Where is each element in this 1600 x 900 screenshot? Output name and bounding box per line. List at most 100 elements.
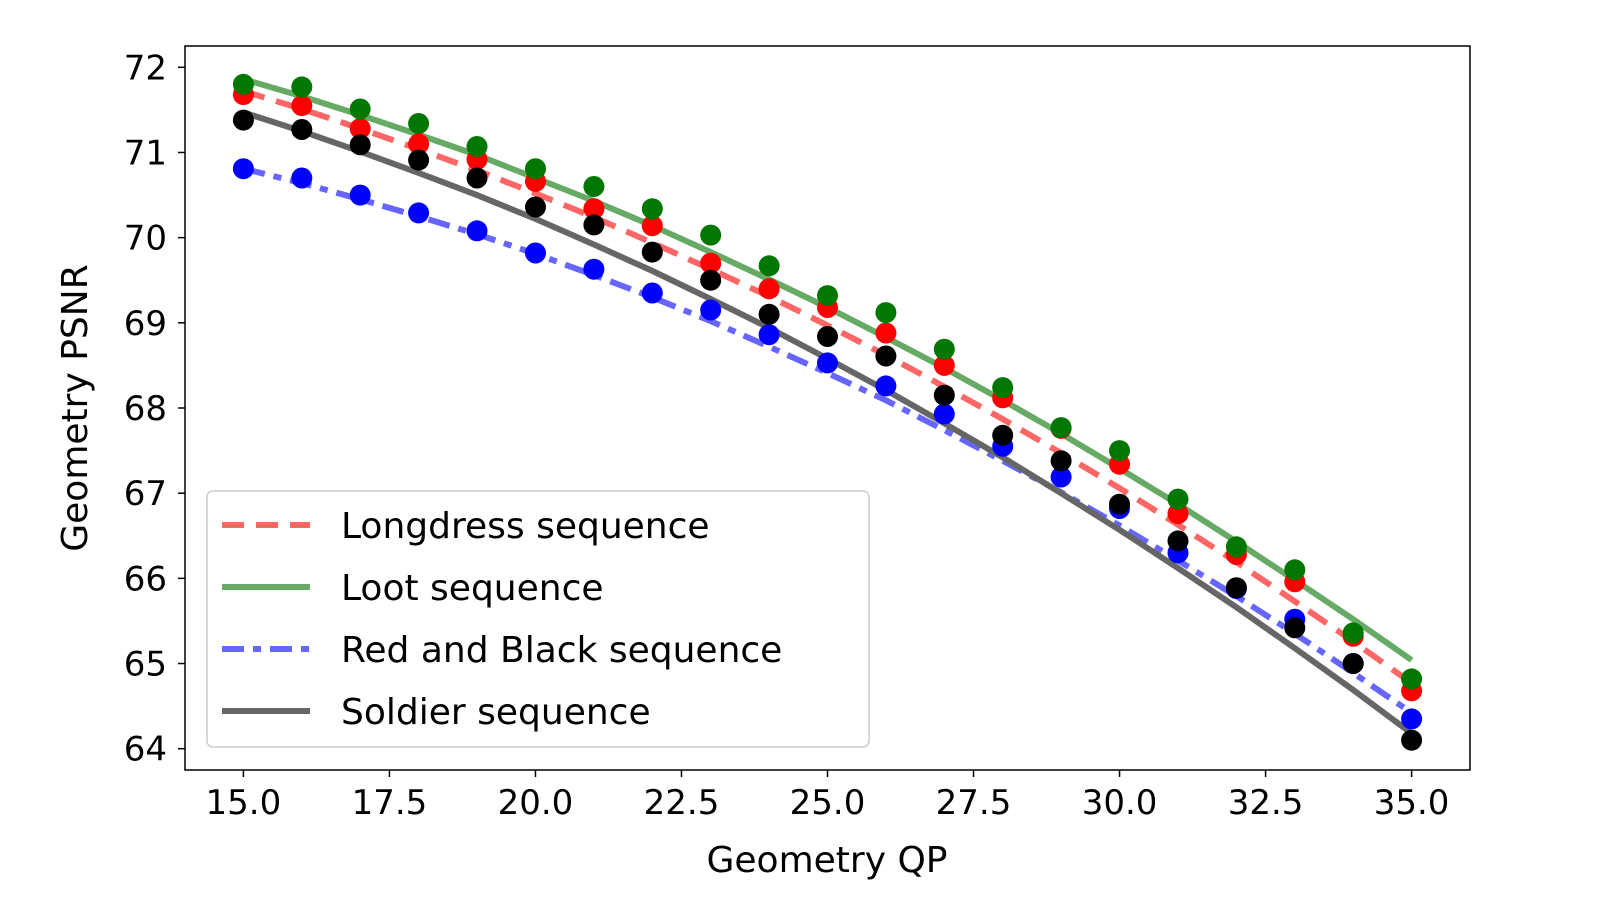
data-point-loot-sequence — [875, 302, 897, 324]
legend-item-red-and-black-sequence: Red and Black sequence — [222, 630, 782, 671]
x-axis: 15.0 17.5 20.0 22.5 25.0 27.5 30.0 32.5 35.0 — [206, 770, 1449, 823]
y-tick-label: 71 — [124, 133, 167, 173]
y-tick-label: 69 — [124, 304, 167, 344]
data-point-soldier-sequence — [875, 345, 897, 367]
data-point-loot-sequence — [1401, 668, 1423, 690]
data-point-soldier-sequence — [583, 214, 605, 236]
data-point-soldier-sequence — [232, 109, 254, 131]
data-point-soldier-sequence — [1401, 729, 1423, 751]
data-point-soldier-sequence — [641, 241, 663, 263]
data-point-red-and-black-sequence — [349, 184, 371, 206]
data-point-longdress-sequence — [349, 118, 371, 140]
data-point-loot-sequence — [466, 136, 488, 157]
data-point-soldier-sequence — [291, 119, 313, 140]
data-point-longdress-sequence — [875, 322, 897, 344]
data-point-longdress-sequence — [700, 252, 722, 274]
y-axis-title: Geometry PSNR — [55, 264, 96, 551]
legend-item-loot-sequence: Loot sequence — [222, 568, 604, 609]
data-point-soldier-sequence — [992, 424, 1014, 446]
x-tick-label: 20.0 — [498, 783, 574, 823]
data-point-loot-sequence — [817, 285, 838, 307]
legend-label: Loot sequence — [341, 568, 604, 609]
data-point-longdress-sequence — [408, 133, 430, 155]
data-point-soldier-sequence — [700, 269, 722, 291]
data-point-soldier-sequence — [1109, 493, 1130, 515]
legend-label: Red and Black sequence — [341, 630, 782, 671]
data-point-loot-sequence — [349, 98, 371, 120]
data-point-soldier-sequence — [349, 134, 371, 156]
data-point-soldier-sequence — [525, 196, 546, 218]
data-point-loot-sequence — [232, 73, 254, 95]
data-point-red-and-black-sequence — [583, 258, 605, 280]
data-point-loot-sequence — [525, 158, 546, 180]
data-point-soldier-sequence — [408, 149, 430, 171]
x-tick-label: 15.0 — [206, 783, 282, 823]
data-point-loot-sequence — [1342, 622, 1364, 644]
data-point-loot-sequence — [992, 377, 1014, 399]
data-point-longdress-sequence — [583, 198, 605, 220]
data-point-red-and-black-sequence — [1401, 708, 1423, 730]
data-point-red-and-black-sequence — [291, 167, 313, 189]
y-tick-label: 65 — [124, 645, 167, 685]
legend-item-longdress-sequence: Longdress sequence — [222, 506, 710, 547]
data-point-loot-sequence — [933, 338, 955, 360]
x-axis-title: Geometry QP — [707, 840, 948, 881]
data-point-loot-sequence — [700, 224, 722, 246]
data-point-soldier-sequence — [1284, 617, 1306, 639]
y-tick-label: 72 — [124, 48, 167, 88]
data-point-red-and-black-sequence — [700, 299, 722, 321]
y-tick-label: 67 — [124, 474, 167, 514]
data-point-loot-sequence — [291, 76, 313, 98]
data-point-longdress-sequence — [641, 215, 663, 237]
data-point-red-and-black-sequence — [1050, 466, 1072, 488]
y-tick-label: 70 — [124, 219, 167, 259]
data-point-longdress-sequence — [933, 354, 955, 376]
data-point-red-and-black-sequence — [408, 202, 430, 224]
y-tick-label: 68 — [124, 389, 167, 429]
y-axis: 64 65 66 67 68 69 70 71 72 — [124, 48, 185, 770]
x-tick-label: 27.5 — [936, 783, 1012, 823]
data-point-loot-sequence — [641, 198, 663, 220]
data-point-soldier-sequence — [758, 303, 780, 325]
data-point-red-and-black-sequence — [933, 403, 955, 425]
data-point-loot-sequence — [1225, 536, 1247, 558]
x-tick-label: 22.5 — [644, 783, 720, 823]
x-tick-label: 30.0 — [1082, 783, 1158, 823]
x-tick-label: 32.5 — [1228, 783, 1304, 823]
x-tick-label: 17.5 — [352, 783, 428, 823]
data-point-red-and-black-sequence — [466, 220, 488, 242]
data-point-loot-sequence — [1050, 417, 1072, 439]
data-point-loot-sequence — [1109, 440, 1130, 462]
y-tick-label: 66 — [124, 559, 167, 599]
data-point-loot-sequence — [408, 113, 430, 134]
series-points — [232, 73, 1423, 751]
data-point-loot-sequence — [583, 176, 605, 197]
data-point-loot-sequence — [1167, 488, 1189, 510]
data-point-soldier-sequence — [1167, 530, 1189, 552]
data-point-soldier-sequence — [466, 167, 488, 189]
data-point-red-and-black-sequence — [641, 282, 663, 304]
legend-item-soldier-sequence: Soldier sequence — [222, 692, 651, 733]
data-point-soldier-sequence — [1050, 450, 1072, 472]
data-point-red-and-black-sequence — [232, 158, 254, 180]
data-point-red-and-black-sequence — [758, 324, 780, 346]
data-point-red-and-black-sequence — [817, 352, 838, 374]
series-line-red-and-black-sequence — [242, 165, 1414, 716]
legend-label: Soldier sequence — [341, 692, 651, 733]
data-point-longdress-sequence — [758, 278, 780, 300]
legend: Longdress sequence Loot sequence Red and B… — [206, 490, 870, 748]
x-tick-label: 25.0 — [790, 783, 866, 823]
data-point-loot-sequence — [1284, 559, 1306, 581]
series-line-longdress-sequence — [242, 88, 1414, 686]
legend-label: Longdress sequence — [341, 506, 710, 547]
series-points-soldier-sequence — [232, 109, 1423, 751]
data-point-soldier-sequence — [1342, 653, 1364, 674]
data-point-soldier-sequence — [1225, 577, 1247, 599]
data-point-soldier-sequence — [817, 326, 838, 347]
data-point-red-and-black-sequence — [875, 375, 897, 397]
data-point-red-and-black-sequence — [525, 242, 546, 264]
data-point-longdress-sequence — [291, 95, 313, 117]
legend-frame — [206, 490, 870, 748]
data-point-loot-sequence — [758, 255, 780, 277]
